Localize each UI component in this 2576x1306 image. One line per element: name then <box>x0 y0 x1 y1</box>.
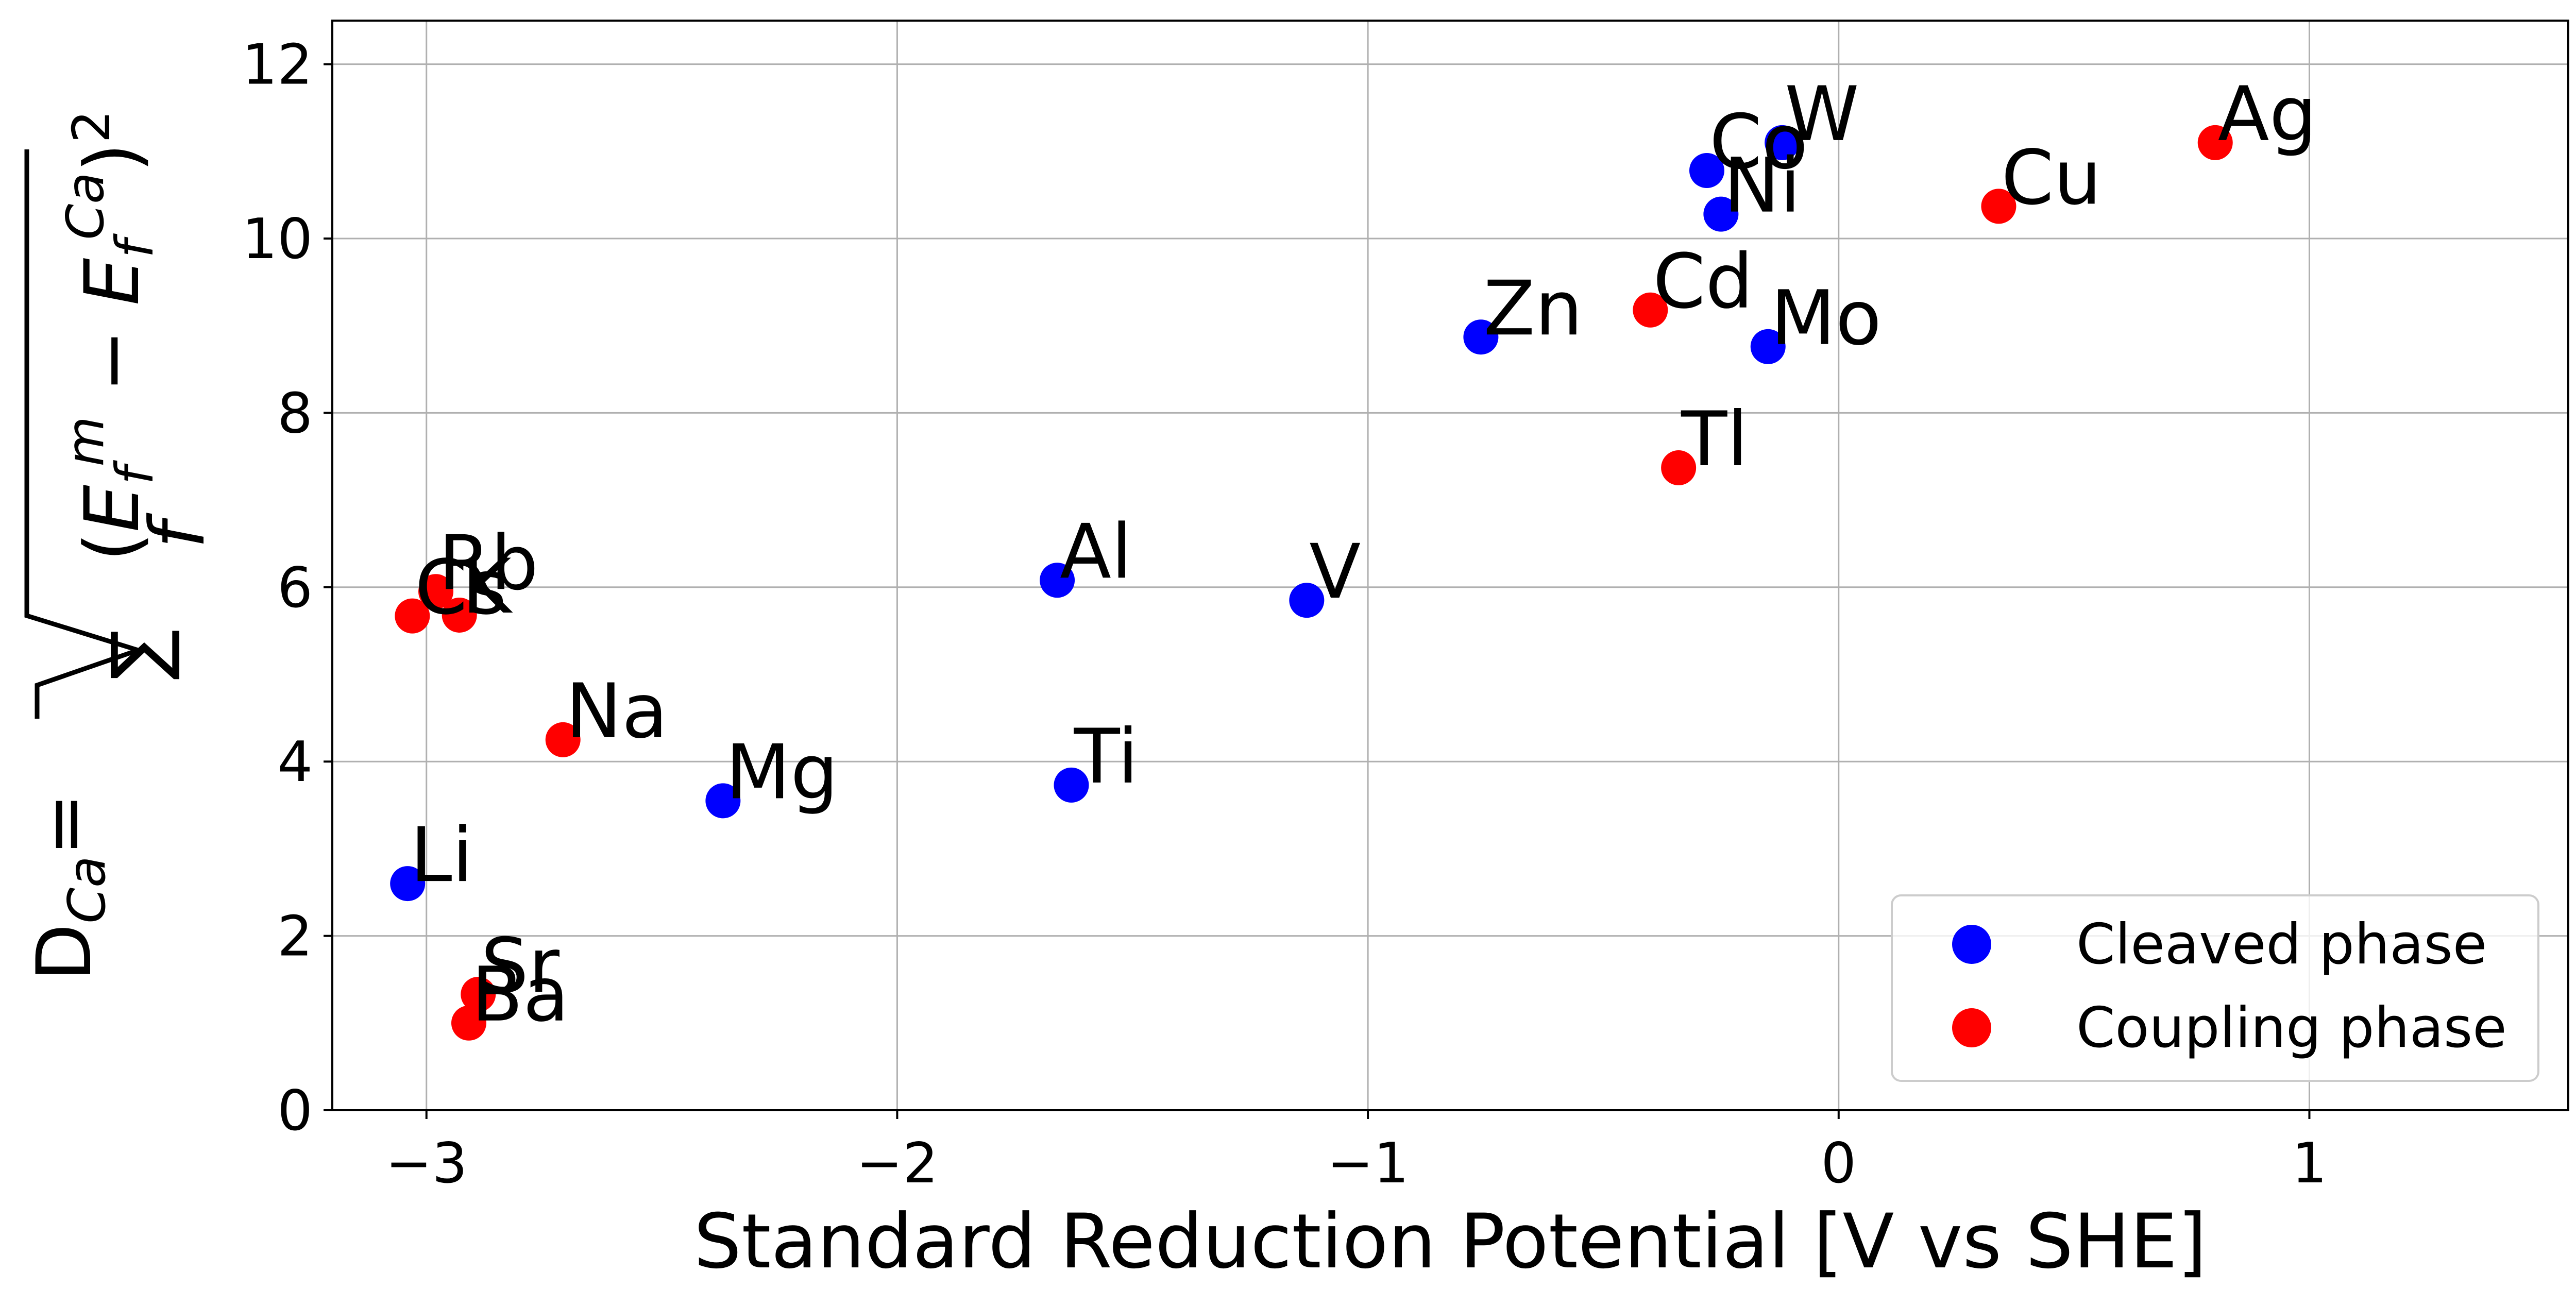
data-points <box>390 125 2233 1041</box>
point-label-na: Na <box>566 668 668 755</box>
plot-frame <box>331 20 2569 1111</box>
energy-difference-expression: (Efm − EfCa)2 <box>55 110 165 562</box>
y-tick-label: 12 <box>242 33 313 97</box>
legend-marker-coupling <box>1952 1008 1991 1047</box>
data-point-cu <box>1981 189 2016 224</box>
data-point-mo <box>1750 329 1786 364</box>
point-label-w: W <box>1785 71 1859 158</box>
point-label-li: Li <box>410 811 473 899</box>
y-tick-label: 4 <box>277 730 313 794</box>
x-tick-label: −3 <box>385 1131 467 1196</box>
point-label-cd: Cd <box>1653 238 1753 326</box>
data-point-v <box>1289 583 1325 618</box>
y-axis-title-equals: = <box>21 793 108 856</box>
point-label-co: Co <box>1709 98 1808 186</box>
legend-label-coupling: Coupling phase <box>2076 996 2507 1060</box>
y-axis-title-prefix: D <box>21 924 108 981</box>
data-point-ag <box>2197 125 2233 160</box>
sqrt-radical <box>24 149 146 719</box>
point-label-k: K <box>462 543 513 631</box>
data-point-ba <box>451 1005 486 1041</box>
point-label-cs: Cs <box>415 544 506 632</box>
data-point-al <box>1040 563 1075 598</box>
data-point-na <box>545 722 581 757</box>
y-axis-title-sub: Ca <box>57 856 117 923</box>
y-tick-label: 0 <box>277 1079 313 1143</box>
y-tick-label: 8 <box>277 381 313 446</box>
point-label-mg: Mg <box>725 728 838 816</box>
data-point-k <box>442 597 477 633</box>
x-axis-title: Standard Reduction Potential [V vs SHE] <box>694 1198 2207 1285</box>
data-point-li <box>390 866 426 902</box>
point-label-ni: Ni <box>1723 142 1801 230</box>
data-point-co <box>1689 153 1724 189</box>
data-point-cs <box>395 598 430 634</box>
x-tick-label: 0 <box>1821 1131 1856 1196</box>
legend-label-cleaved: Cleaved phase <box>2076 912 2487 977</box>
point-label-rb: Rb <box>438 519 538 607</box>
y-axis-ticks: 0 2 4 6 8 10 12 <box>242 33 332 1143</box>
data-point-ni <box>1703 196 1739 232</box>
point-label-zn: Zn <box>1483 265 1583 352</box>
data-point-ti <box>1054 767 1089 803</box>
legend-box <box>1891 894 2539 1082</box>
legend-marker-cleaved <box>1952 925 1991 964</box>
point-label-tl: Tl <box>1681 396 1748 483</box>
point-label-sr: Sr <box>481 922 560 1010</box>
x-tick-label: −2 <box>856 1131 938 1196</box>
point-label-mo: Mo <box>1771 275 1882 362</box>
y-tick-label: 6 <box>277 556 313 620</box>
x-tick-label: 1 <box>2292 1131 2327 1196</box>
data-point-mg <box>705 783 741 819</box>
x-tick-label: −1 <box>1327 1131 1409 1196</box>
data-point-tl <box>1661 450 1697 485</box>
y-tick-label: 2 <box>277 905 313 969</box>
y-axis-title: DCa= ∑ f (Efm − EfCa)2 <box>21 110 222 981</box>
point-label-ba: Ba <box>471 951 569 1039</box>
data-point-cd <box>1633 292 1668 328</box>
x-axis-ticks: −3 −2 −1 0 1 <box>385 1110 2327 1196</box>
sum-symbol: ∑ <box>95 630 183 680</box>
data-point-rb <box>418 574 454 609</box>
data-point-zn <box>1463 319 1499 355</box>
point-label-cu: Cu <box>2001 134 2101 222</box>
point-label-al: Al <box>1060 508 1132 596</box>
data-point-w <box>1765 125 1800 160</box>
point-label-ag: Ag <box>2218 71 2317 158</box>
legend: Cleaved phase Coupling phase <box>1891 894 2539 1082</box>
svg-text:DCa=: DCa= <box>21 793 117 981</box>
point-label-v: V <box>1309 528 1361 616</box>
data-point-sr <box>461 976 496 1012</box>
point-label-ti: Ti <box>1073 713 1138 801</box>
y-tick-label: 10 <box>242 207 313 272</box>
